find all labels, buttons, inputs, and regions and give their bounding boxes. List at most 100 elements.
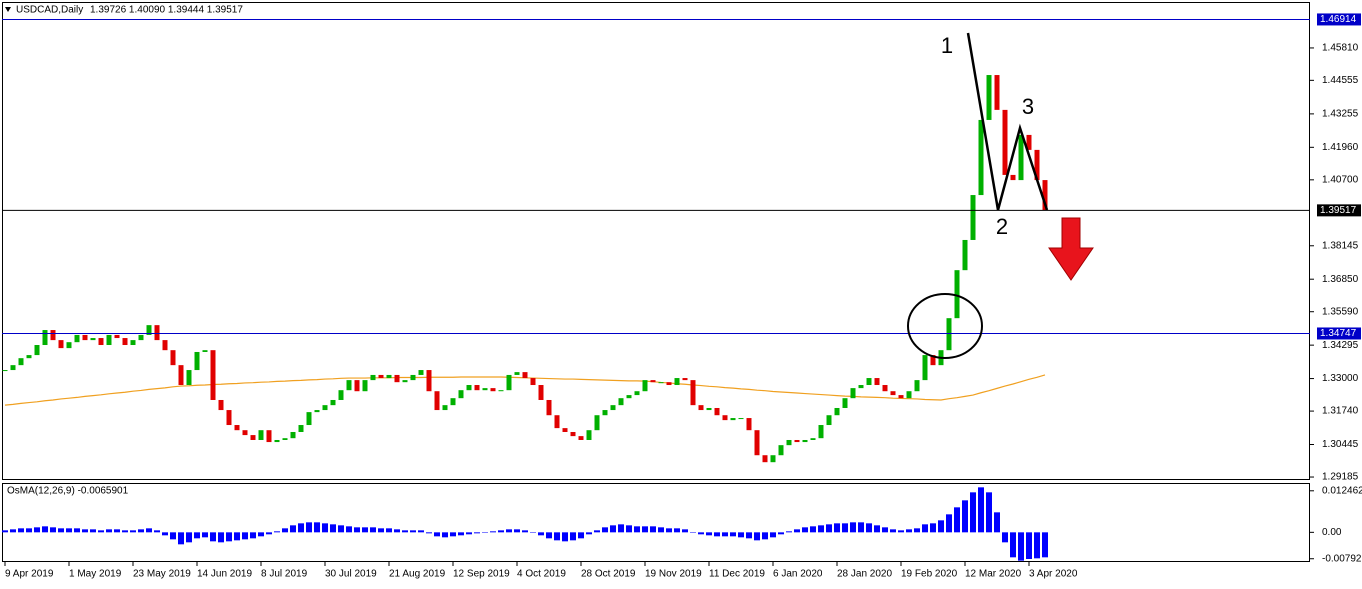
candle <box>250 435 256 440</box>
pattern-lines <box>966 32 1049 211</box>
osma-bar <box>626 525 632 533</box>
price-level-box <box>1317 327 1361 340</box>
candle <box>954 270 960 319</box>
y-tick-label: 1.31740 <box>1322 406 1359 417</box>
candle <box>738 418 744 420</box>
candle <box>746 418 752 431</box>
candle <box>506 374 512 391</box>
candle <box>42 330 48 346</box>
y-tick-label: 1.30445 <box>1322 439 1359 450</box>
candle <box>810 438 816 440</box>
osma-bar <box>10 529 16 533</box>
x-tick-label: 1 May 2019 <box>69 569 122 580</box>
candle <box>306 412 312 426</box>
candle <box>178 365 184 386</box>
candle <box>138 334 144 341</box>
osma-bar <box>474 532 480 534</box>
osma-bar <box>1018 532 1024 561</box>
price-level-box <box>1317 204 1361 217</box>
osma-bar <box>338 525 344 533</box>
y-tick-label: 1.43255 <box>1322 109 1359 120</box>
candle <box>770 455 776 463</box>
x-tick-label: 6 Jan 2020 <box>773 569 823 580</box>
osma-bar <box>602 527 608 533</box>
osma-bar <box>466 532 472 535</box>
osma-bar <box>98 530 104 533</box>
osma-bar <box>258 532 264 537</box>
osma-bar <box>698 532 704 535</box>
osma-bar <box>370 527 376 533</box>
candle <box>298 425 304 432</box>
osma-bar <box>730 532 736 537</box>
osma-bar <box>970 492 976 533</box>
osma-bar <box>722 532 728 537</box>
candle <box>162 340 168 351</box>
osma-bar <box>194 532 200 539</box>
candle <box>26 355 32 359</box>
candle <box>970 195 976 240</box>
candle <box>730 418 736 421</box>
osma-bar <box>666 528 672 533</box>
candle <box>906 391 912 399</box>
osma-bar <box>498 530 504 533</box>
osma-bar <box>450 532 456 537</box>
indicator-title: OsMA(12,26,9) -0.0065901 <box>7 486 129 497</box>
osma-bar <box>818 525 824 533</box>
x-tick-label: 28 Oct 2019 <box>581 569 636 580</box>
candle <box>930 355 936 366</box>
osma-bar <box>58 528 64 533</box>
candle <box>786 439 792 446</box>
candle <box>1034 149 1040 181</box>
candle <box>530 378 536 386</box>
osma-bar <box>706 532 712 536</box>
osma-bar <box>218 532 224 543</box>
x-tick-label: 12 Sep 2019 <box>453 569 510 580</box>
osma-bar <box>938 520 944 533</box>
osma-bar <box>330 524 336 533</box>
candle <box>634 391 640 396</box>
x-tick-label: 19 Feb 2020 <box>901 569 958 580</box>
pattern-label: 3 <box>1022 94 1034 119</box>
candle <box>90 338 96 341</box>
candle <box>394 374 400 383</box>
osma-bar <box>594 530 600 533</box>
osma-bar <box>874 525 880 533</box>
y-tick-label: 1.35590 <box>1322 306 1359 317</box>
candle <box>682 378 688 381</box>
candle <box>2 370 8 372</box>
menu-triangle[interactable] <box>5 7 11 12</box>
chart-title: USDCAD,Daily <box>16 5 83 16</box>
x-tick-label: 28 Jan 2020 <box>837 569 892 580</box>
candle <box>978 119 984 196</box>
osma-bar <box>802 527 808 533</box>
candle <box>338 390 344 400</box>
candle <box>570 431 576 437</box>
osma-bar <box>386 528 392 533</box>
osma-bar <box>442 532 448 538</box>
candle <box>922 355 928 381</box>
candle <box>410 374 416 381</box>
candle <box>818 425 824 439</box>
candle <box>1010 174 1016 181</box>
candle <box>34 345 40 356</box>
osma-bar <box>586 532 592 535</box>
candle <box>754 430 760 456</box>
indicator-y-tick-label: -0.0079218 <box>1322 553 1362 564</box>
candle <box>474 385 480 391</box>
candle <box>434 391 440 411</box>
osma-bar <box>130 530 136 533</box>
candle <box>50 330 56 341</box>
indicator-panel-frame <box>2 483 1310 562</box>
candle <box>826 415 832 426</box>
candle <box>578 436 584 440</box>
candle <box>218 399 224 411</box>
candle <box>546 399 552 416</box>
osma-bar <box>114 529 120 533</box>
candle <box>418 370 424 375</box>
candle <box>290 431 296 439</box>
candle <box>322 405 328 411</box>
osma-bar <box>890 529 896 533</box>
osma-bar <box>426 532 432 534</box>
candle <box>722 415 728 421</box>
candle <box>98 338 104 346</box>
